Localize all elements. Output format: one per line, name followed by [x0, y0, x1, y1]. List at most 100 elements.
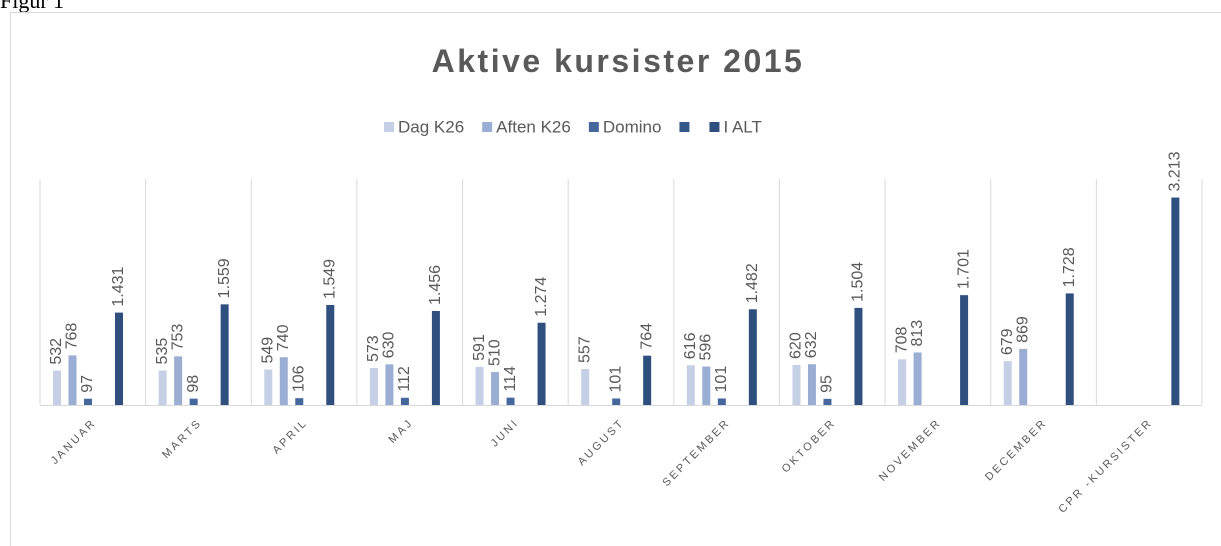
data-label: 1.504: [850, 262, 867, 302]
bar: [491, 372, 500, 405]
data-label: 620: [788, 332, 805, 359]
data-label: 632: [803, 331, 820, 358]
bar: [1003, 361, 1012, 405]
legend-swatch: [482, 122, 493, 132]
data-label: 1.274: [533, 277, 550, 317]
bar: [53, 370, 61, 405]
legend-label: Domino: [603, 117, 662, 136]
bar: [823, 398, 832, 405]
data-label: 768: [64, 323, 81, 350]
bar: [1171, 197, 1180, 405]
bar: [581, 369, 590, 405]
bar: [84, 398, 92, 405]
data-label: 106: [290, 365, 307, 392]
bar: [68, 355, 77, 405]
x-tick-label: NOVEMBER: [877, 417, 944, 484]
x-tick-label: JANUAR: [49, 417, 99, 467]
bar: [854, 307, 863, 405]
data-label: 535: [154, 338, 171, 365]
x-tick-label: JUNI: [489, 417, 522, 450]
caption: Figur 1: [0, 0, 64, 13]
data-label: 101: [713, 366, 730, 393]
x-tick-label: DECEMBER: [983, 417, 1050, 484]
bar: [898, 359, 907, 405]
bar: [702, 366, 711, 405]
bar: [431, 310, 440, 405]
bar: [220, 304, 229, 405]
bar: [537, 322, 546, 405]
data-label: 95: [819, 375, 836, 393]
x-tick-label: MAJ: [387, 417, 416, 446]
data-label: 3.213: [1167, 151, 1184, 191]
bar: [158, 370, 167, 405]
data-label: 101: [607, 366, 624, 393]
x-tick-label: APRIL: [270, 417, 310, 457]
data-label: 740: [275, 324, 292, 351]
legend-swatch: [709, 122, 720, 132]
data-label: 753: [169, 324, 186, 351]
data-label: 630: [381, 332, 398, 359]
chart-border: [10, 12, 1221, 546]
data-label: 591: [471, 334, 488, 361]
legend-swatch: [679, 122, 690, 132]
data-label: 114: [502, 366, 519, 392]
data-label: 1.701: [955, 249, 972, 289]
data-label: 532: [48, 338, 65, 365]
bar: [400, 397, 409, 405]
bar: [1019, 348, 1028, 405]
legend-swatch: [588, 122, 599, 132]
data-label: 97: [79, 375, 96, 393]
data-label: 112: [396, 366, 413, 392]
bar: [115, 312, 123, 405]
bar: [612, 398, 621, 405]
data-label: 1.559: [216, 258, 233, 298]
x-tick-label: AUGUST: [576, 417, 628, 469]
x-tick-label: OKTOBER: [780, 417, 839, 476]
data-label: 1.549: [321, 259, 338, 299]
x-tick-label: SEPTEMBER: [660, 417, 732, 489]
bar: [643, 355, 652, 405]
bar: [686, 365, 695, 405]
data-label: 557: [576, 336, 593, 363]
data-label: 764: [638, 323, 655, 350]
data-label: 573: [365, 335, 382, 362]
data-label: 98: [185, 375, 202, 393]
bar: [475, 366, 484, 405]
data-label: 708: [893, 326, 910, 353]
bar: [385, 364, 394, 405]
x-tick-label: CPR -KURSISTER: [1056, 417, 1155, 516]
legend-label: I ALT: [723, 117, 761, 136]
data-label: 679: [999, 328, 1016, 355]
bar: [326, 304, 335, 405]
data-label: 1.482: [744, 263, 761, 303]
bar: [506, 397, 515, 405]
legend-label: Dag K26: [398, 117, 464, 136]
bar: [748, 309, 757, 405]
bar: [369, 368, 378, 405]
bar: [913, 352, 922, 405]
data-label: 869: [1014, 316, 1031, 343]
bar: [792, 364, 801, 405]
bar: [189, 398, 198, 405]
legend-label: Aften K26: [496, 117, 571, 136]
bar: [295, 398, 304, 405]
bar: [717, 398, 726, 405]
bar: [279, 357, 288, 405]
data-label: 1.728: [1061, 247, 1078, 287]
bar: [264, 369, 273, 405]
data-label: 510: [486, 339, 503, 366]
data-label: 616: [682, 332, 699, 359]
data-label: 1.456: [427, 265, 444, 305]
data-label: 549: [259, 337, 276, 364]
bar: [174, 356, 183, 405]
x-tick-label: MARTS: [160, 417, 204, 461]
legend-swatch: [384, 122, 394, 132]
bar: [1065, 293, 1074, 405]
data-label: 813: [909, 320, 926, 347]
data-label: 596: [698, 334, 715, 361]
chart-title: Aktive kursister 2015: [432, 43, 805, 79]
bar: [960, 295, 969, 405]
bar: [807, 364, 816, 405]
data-label: 1.431: [110, 266, 127, 306]
